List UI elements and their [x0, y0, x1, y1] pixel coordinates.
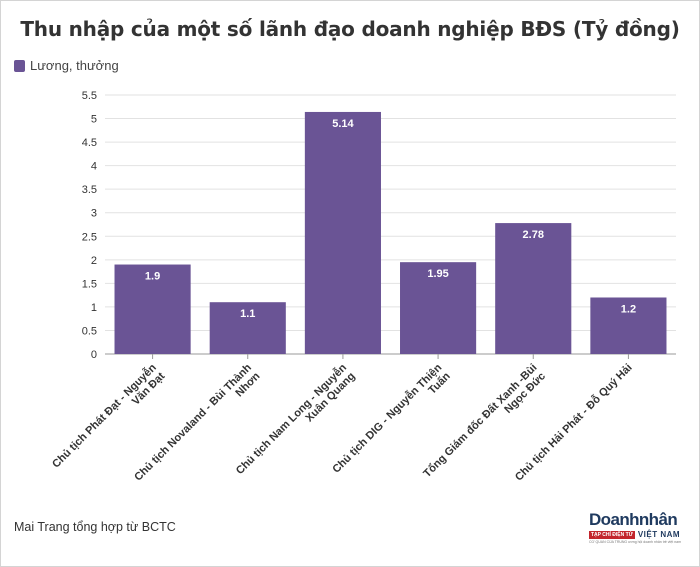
bar — [209, 302, 286, 354]
bar — [590, 297, 667, 354]
legend-label: Lương, thưởng — [30, 58, 119, 73]
x-tick-label-line: Chủ tịch Phát Đạt - Nguyễn — [49, 361, 159, 471]
bar — [304, 111, 381, 354]
data-label: 1.1 — [240, 308, 255, 320]
y-tick-label: 0 — [91, 349, 97, 361]
bar — [114, 264, 191, 354]
chart-title: Thu nhập của một số lãnh đạo doanh nghiệ… — [20, 17, 680, 41]
y-tick-label: 3 — [91, 208, 97, 220]
bar — [400, 262, 477, 354]
bar — [495, 223, 572, 354]
legend-swatch — [14, 59, 25, 72]
y-tick-label: 2 — [91, 255, 97, 267]
data-label: 1.9 — [145, 271, 160, 283]
data-label: 5.14 — [332, 118, 354, 130]
publisher-logo: Doanhnhân TẠP CHÍ ĐIỆN TỬ VIỆT NAM CƠ QU… — [589, 510, 682, 544]
y-tick-label: 1.5 — [82, 278, 97, 290]
y-tick-label: 0.5 — [82, 325, 97, 337]
y-tick-label: 4.5 — [82, 137, 97, 149]
y-tick-label: 4 — [91, 161, 97, 173]
data-label: 2.78 — [523, 229, 544, 241]
y-tick-label: 3.5 — [82, 184, 97, 196]
y-tick-label: 5.5 — [82, 90, 97, 102]
y-tick-label: 2.5 — [82, 231, 97, 243]
y-tick-label: 5 — [91, 114, 97, 126]
y-tick-label: 1 — [91, 302, 97, 314]
data-label: 1.95 — [427, 268, 448, 280]
chart-legend[interactable]: Lương, thưởng — [14, 58, 119, 73]
data-label: 1.2 — [621, 303, 636, 315]
source-note: Mai Trang tổng hợp từ BCTC — [14, 520, 176, 534]
